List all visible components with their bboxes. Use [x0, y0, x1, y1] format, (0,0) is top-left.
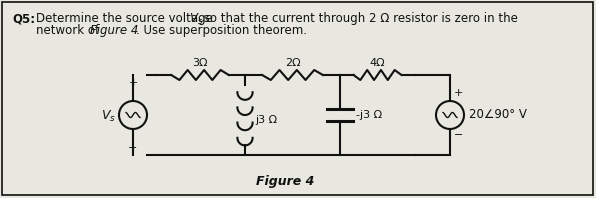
Text: −: − [454, 130, 463, 140]
Text: so that the current through 2 Ω resistor is zero in the: so that the current through 2 Ω resistor… [200, 12, 518, 25]
Text: Determine the source voltage: Determine the source voltage [36, 12, 216, 25]
Text: +: + [454, 88, 463, 98]
Text: +: + [128, 78, 138, 88]
Text: Figure 4: Figure 4 [256, 175, 314, 188]
Text: −: − [128, 143, 138, 153]
Text: -j3 Ω: -j3 Ω [356, 110, 382, 120]
Text: $V_s$: $V_s$ [101, 109, 116, 124]
FancyBboxPatch shape [2, 2, 593, 195]
Text: . Use superposition theorem.: . Use superposition theorem. [136, 24, 307, 37]
Text: 3Ω: 3Ω [193, 58, 208, 68]
Text: j3 Ω: j3 Ω [255, 115, 277, 125]
Text: Q5:: Q5: [12, 12, 35, 25]
Text: 20∠90° V: 20∠90° V [469, 109, 527, 122]
Text: network of: network of [36, 24, 103, 37]
Text: Figure 4: Figure 4 [90, 24, 138, 37]
Text: $V_s$: $V_s$ [189, 12, 203, 27]
Text: 4Ω: 4Ω [370, 58, 385, 68]
Text: 2Ω: 2Ω [285, 58, 300, 68]
